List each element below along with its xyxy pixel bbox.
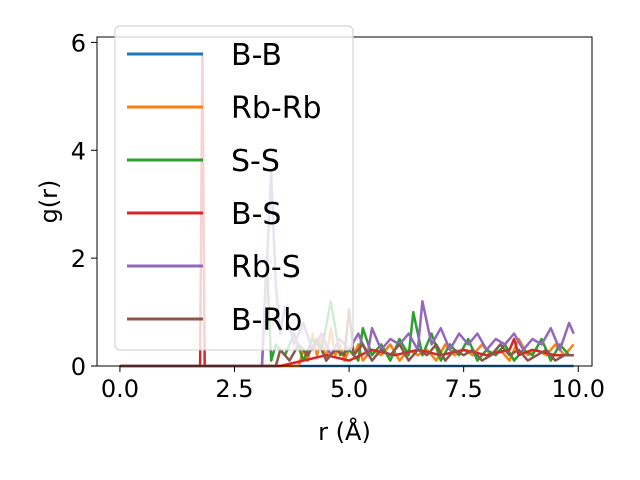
- legend-label-s-s: S-S: [231, 144, 280, 179]
- legend-label-b-rb: B-Rb: [231, 303, 302, 338]
- x-tick-label: 10.0: [552, 375, 605, 403]
- legend: B-B Rb-Rb S-S B-S Rb-S B-Rb: [114, 25, 354, 351]
- y-axis-label: g(r): [35, 180, 63, 224]
- y-tick-label: 6: [71, 29, 86, 57]
- legend-label-b-s: B-S: [231, 197, 281, 232]
- x-axis-label: r (Å): [318, 417, 371, 446]
- y-tick-label: 4: [71, 137, 86, 165]
- x-ticks: 0.0 2.5 5.0 7.5 10.0: [101, 366, 605, 403]
- y-tick-label: 2: [71, 245, 86, 273]
- legend-box: [114, 25, 354, 351]
- x-tick-label: 2.5: [215, 375, 253, 403]
- y-ticks: 0 2 4 6: [71, 29, 97, 381]
- x-tick-label: 5.0: [330, 375, 368, 403]
- x-tick-label: 0.0: [101, 375, 139, 403]
- legend-label-rb-s: Rb-S: [231, 250, 301, 285]
- legend-label-rb-rb: Rb-Rb: [231, 91, 322, 126]
- y-tick-label: 0: [71, 353, 86, 381]
- x-tick-label: 7.5: [445, 375, 483, 403]
- legend-label-b-b: B-B: [231, 38, 282, 73]
